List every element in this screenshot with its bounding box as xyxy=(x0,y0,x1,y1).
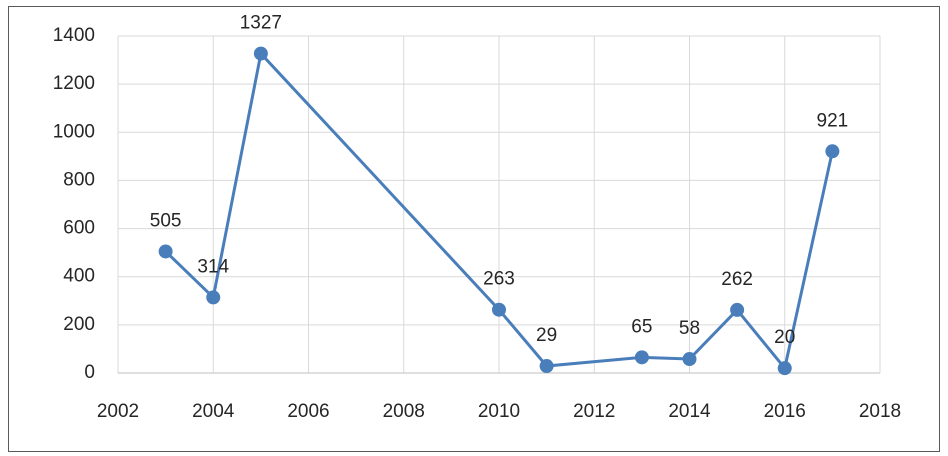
marker xyxy=(206,290,221,305)
x-tick-label: 2018 xyxy=(859,401,901,422)
marker xyxy=(777,361,792,376)
data-label: 505 xyxy=(150,210,182,231)
x-tick-label: 2014 xyxy=(668,401,711,422)
marker xyxy=(492,302,506,317)
line xyxy=(164,50,834,372)
marker xyxy=(730,302,745,317)
x-tick-label: 2012 xyxy=(573,401,615,422)
data-label: 921 xyxy=(817,110,849,131)
marker xyxy=(539,359,554,374)
y-tick-label: 200 xyxy=(63,314,95,335)
y-tick-label: 600 xyxy=(63,218,95,239)
marker xyxy=(253,46,268,61)
y-tick-label: 0 xyxy=(84,362,95,383)
marker xyxy=(825,144,840,159)
data-label: 29 xyxy=(536,325,557,346)
data-label: 263 xyxy=(483,269,515,290)
data-label: 314 xyxy=(197,256,229,277)
data-label: 1327 xyxy=(240,13,282,34)
data-label: 65 xyxy=(631,316,652,337)
y-tick-label: 400 xyxy=(63,266,95,287)
y-tick-label: 1400 xyxy=(53,25,95,46)
x-tick-label: 2006 xyxy=(287,401,329,422)
x-tick-label: 2008 xyxy=(383,401,425,422)
data-label: 58 xyxy=(679,318,700,339)
x-tick-label: 2010 xyxy=(478,401,520,422)
marker xyxy=(682,352,697,367)
x-tick-label: 2016 xyxy=(764,401,806,422)
x-tick-label: 2004 xyxy=(192,401,235,422)
marker xyxy=(158,244,173,259)
y-tick-label: 800 xyxy=(63,169,95,190)
marker xyxy=(634,350,649,365)
data-label: 20 xyxy=(774,327,795,348)
y-tick-label: 1200 xyxy=(53,73,95,94)
x-tick-label: 2002 xyxy=(97,401,139,422)
data-label: 262 xyxy=(721,269,753,290)
y-tick-label: 1000 xyxy=(53,121,95,142)
